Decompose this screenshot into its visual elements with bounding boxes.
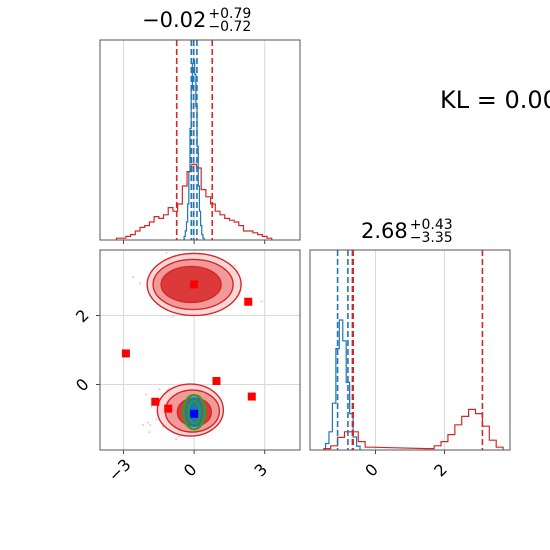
histogram-red (115, 163, 273, 240)
scatter-point (175, 438, 178, 441)
scatter-point (165, 251, 168, 254)
red-square-marker (244, 297, 253, 306)
x-tick-label: −3 (105, 455, 135, 485)
red-square-marker (121, 349, 130, 358)
scatter-point (139, 282, 141, 285)
scatter-point (233, 264, 236, 267)
scatter-point (150, 405, 153, 408)
scatter-point (158, 388, 161, 391)
marginal-y-title-plus: +0.43 (409, 217, 453, 233)
y-tick-label: 0 (72, 375, 93, 396)
scatter-point (142, 424, 144, 426)
blue-square-marker (190, 409, 199, 418)
panel-frame (309, 249, 511, 451)
x-tick-label: 3 (250, 460, 271, 481)
red-square-marker (247, 392, 256, 401)
marginal-x-title-value: −0.02 (142, 8, 207, 32)
scatter-point (148, 431, 151, 433)
y-tick-label: 2 (72, 306, 93, 327)
scatter-point (147, 421, 150, 424)
panel-frame (99, 249, 301, 451)
scatter-point (178, 435, 181, 438)
green-contour-outer (181, 393, 207, 431)
red-square-marker (190, 280, 199, 289)
scatter-point (155, 418, 158, 421)
scatter-point (149, 424, 152, 426)
scatter-point (161, 425, 164, 428)
scatter-point (168, 387, 170, 390)
joint-2d-panel: −3 0 3 0 2 (72, 249, 301, 485)
histogram-red (323, 408, 504, 450)
x-tick-label: 2 (430, 460, 451, 481)
marginal-x-title-plus: +0.79 (208, 6, 252, 22)
red-square-marker (212, 377, 221, 386)
red-square-marker (151, 397, 160, 406)
x-tick-label: 0 (361, 460, 382, 481)
marginal-x-title: −0.02 +0.79 −0.72 (142, 6, 252, 35)
panel-frame (99, 39, 301, 241)
scatter-point (132, 276, 134, 279)
marginal-y-title-minus: −3.35 (409, 230, 453, 246)
marginal-x-title-minus: −0.72 (208, 19, 252, 35)
green-contour-inner (187, 400, 202, 425)
marginal-x-panel (99, 39, 301, 244)
x-tick-label: 0 (180, 460, 201, 481)
scatter-point (260, 300, 263, 303)
scatter-point (172, 315, 175, 317)
marginal-y-title-value: 2.68 (361, 219, 408, 243)
marginal-y-title: 2.68 +0.43 −3.35 (361, 217, 453, 246)
kl-divergence-label: KL = 0.00 (440, 86, 550, 114)
scatter-point (145, 393, 148, 396)
histogram-blue (324, 319, 361, 450)
red-square-marker (164, 404, 173, 413)
